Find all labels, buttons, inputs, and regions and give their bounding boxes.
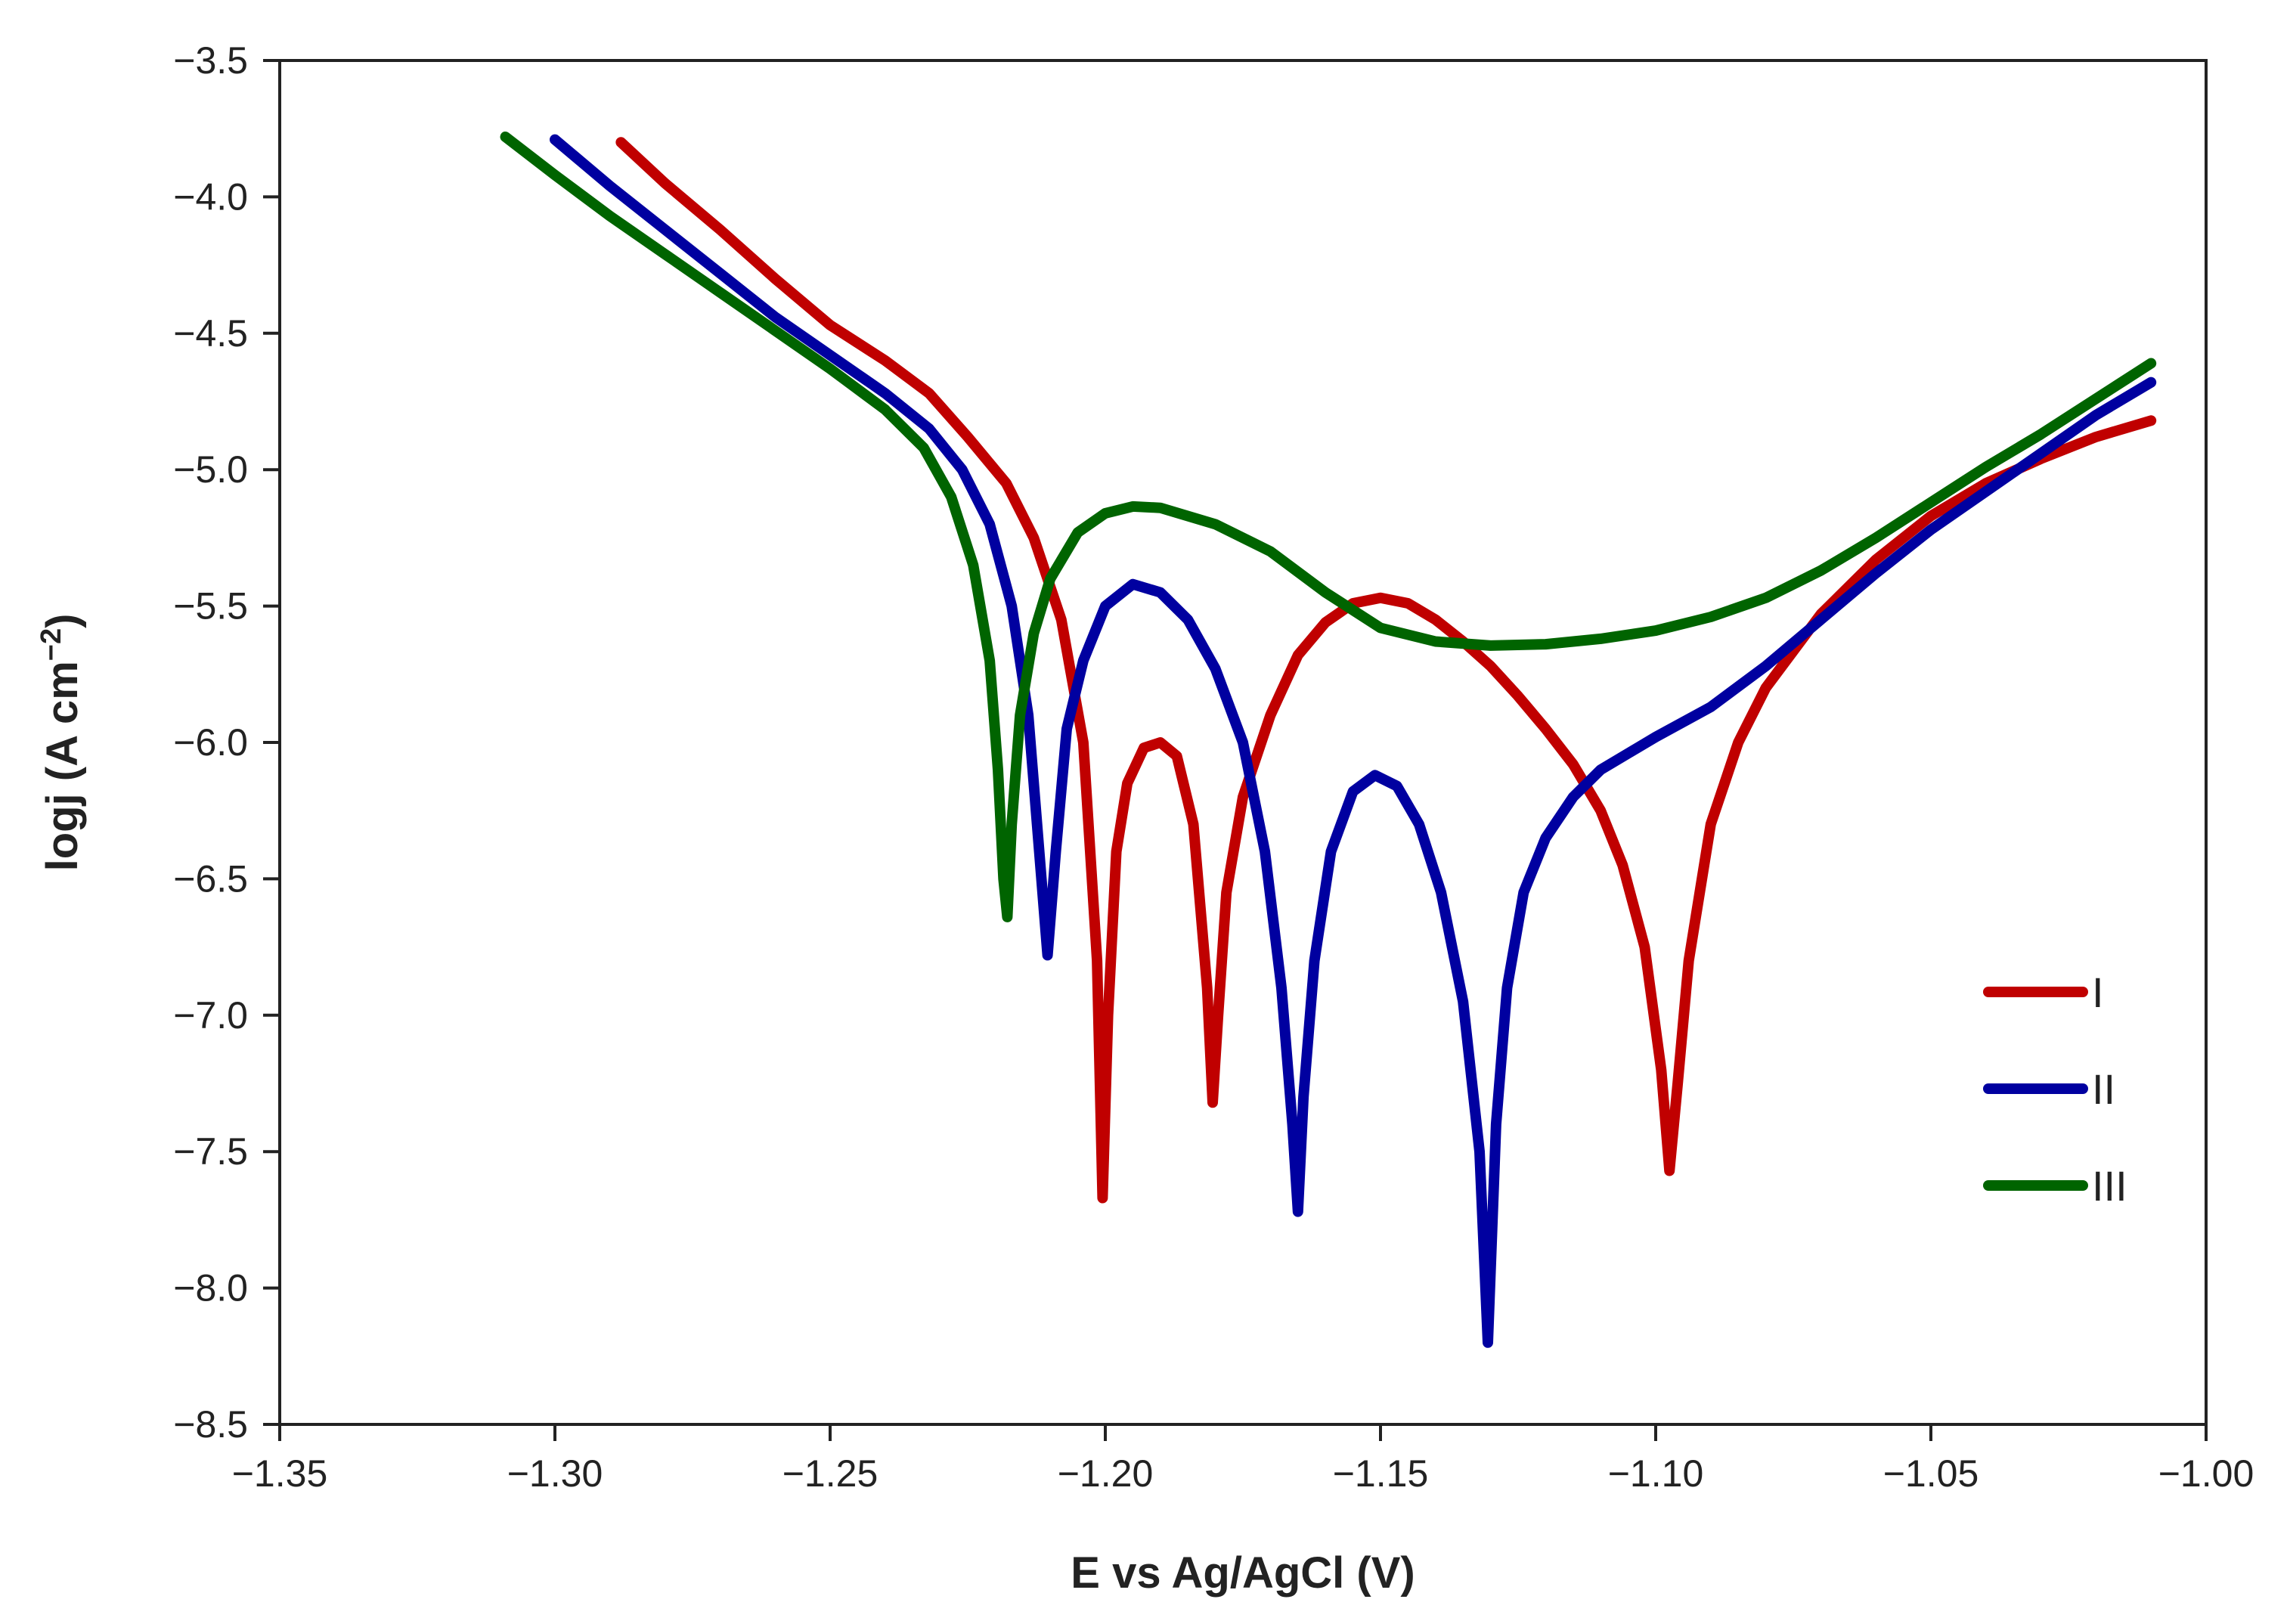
series-line-III xyxy=(500,132,2157,922)
y-tick-label: −5.5 xyxy=(173,585,248,628)
x-axis-title: E vs Ag/AgCl (V) xyxy=(1071,1548,1415,1598)
x-axis: −1.35 −1.30 −1.25 −1.20 −1.15 −1.10 −1.05 −1.00 xyxy=(232,1424,2254,1495)
legend-label-I: I xyxy=(2092,969,2104,1016)
y-axis-title-main: logj (A cm xyxy=(38,661,87,871)
legend-label-III: III xyxy=(2092,1162,2127,1210)
x-tick-label: −1.20 xyxy=(1058,1452,1154,1495)
series-line-I xyxy=(615,137,2157,1204)
y-tick-label: −4.0 xyxy=(173,175,248,218)
x-tick-label: −1.10 xyxy=(1608,1452,1704,1495)
x-tick-label: −1.00 xyxy=(2158,1452,2254,1495)
y-tick-label: −5.0 xyxy=(173,448,248,491)
x-tick-label: −1.05 xyxy=(1883,1452,1979,1495)
y-tick-label: −8.0 xyxy=(173,1267,248,1309)
y-axis-title-superscript: −2 xyxy=(36,628,67,661)
y-axis-title: logj (A cm−2) xyxy=(36,614,87,872)
x-tick-label: −1.35 xyxy=(232,1452,328,1495)
x-tick-label: −1.15 xyxy=(1333,1452,1429,1495)
y-tick-label: −7.0 xyxy=(173,994,248,1037)
y-tick-label: −6.5 xyxy=(173,857,248,900)
legend-label-II: II xyxy=(2092,1065,2115,1113)
y-tick-label: −3.5 xyxy=(173,39,248,82)
y-tick-label: −8.5 xyxy=(173,1403,248,1446)
x-tick-label: −1.30 xyxy=(507,1452,603,1495)
x-tick-label: −1.25 xyxy=(782,1452,879,1495)
y-tick-label: −4.5 xyxy=(173,312,248,355)
y-tick-label: −7.5 xyxy=(173,1130,248,1173)
series-line-II xyxy=(550,134,2157,1348)
series-layer xyxy=(500,132,2157,1348)
y-axis-title-close: ) xyxy=(38,614,87,628)
y-axis: −3.5 −4.0 −4.5 −5.0 −5.5 −6.0 −6.5 −7.0 −7.5 −8.0… xyxy=(173,39,280,1446)
y-tick-label: −6.0 xyxy=(173,721,248,764)
